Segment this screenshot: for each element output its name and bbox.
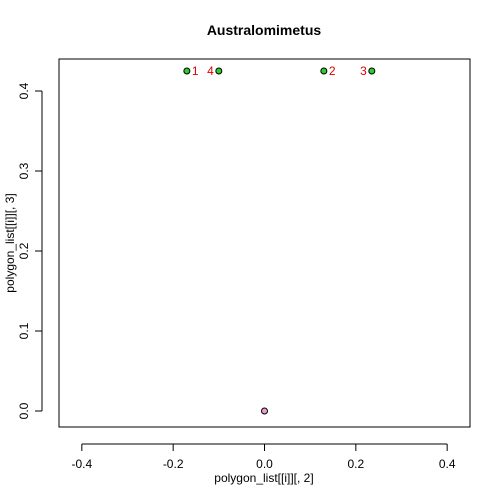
data-points [183,67,376,415]
data-point [261,407,268,415]
y-axis-label: polygon_list[[i]][, 3] [3,193,17,292]
x-tick-label: -0.2 [163,457,184,471]
y-tick-label: 0.2 [17,242,31,259]
x-tick-label: 0.0 [256,457,273,471]
data-point [368,67,376,75]
x-tick-label: -0.4 [71,457,92,471]
data-point [215,67,223,75]
data-point [183,67,191,75]
point-labels: 1 2 3 4 [192,64,367,78]
y-tick-label: 0.1 [17,322,31,339]
y-tick-label: 0.4 [17,82,31,99]
y-tick-label: 0.3 [17,162,31,179]
x-axis-label: polygon_list[[i]][, 2] [214,471,313,485]
x-axis: -0.4 -0.2 0.0 0.2 0.4 [71,443,456,471]
data-point [320,67,328,75]
x-tick-label: 0.4 [439,457,456,471]
point-label: 1 [192,64,199,78]
y-tick-label: 0.0 [17,402,31,419]
y-axis: 0.0 0.1 0.2 0.3 0.4 [17,82,43,419]
chart-title: Australomimetus [207,22,322,38]
x-tick-label: 0.2 [347,457,364,471]
point-label: 3 [360,64,367,78]
point-label: 2 [329,64,336,78]
plot-area-frame [58,58,471,428]
point-label: 4 [207,64,214,78]
